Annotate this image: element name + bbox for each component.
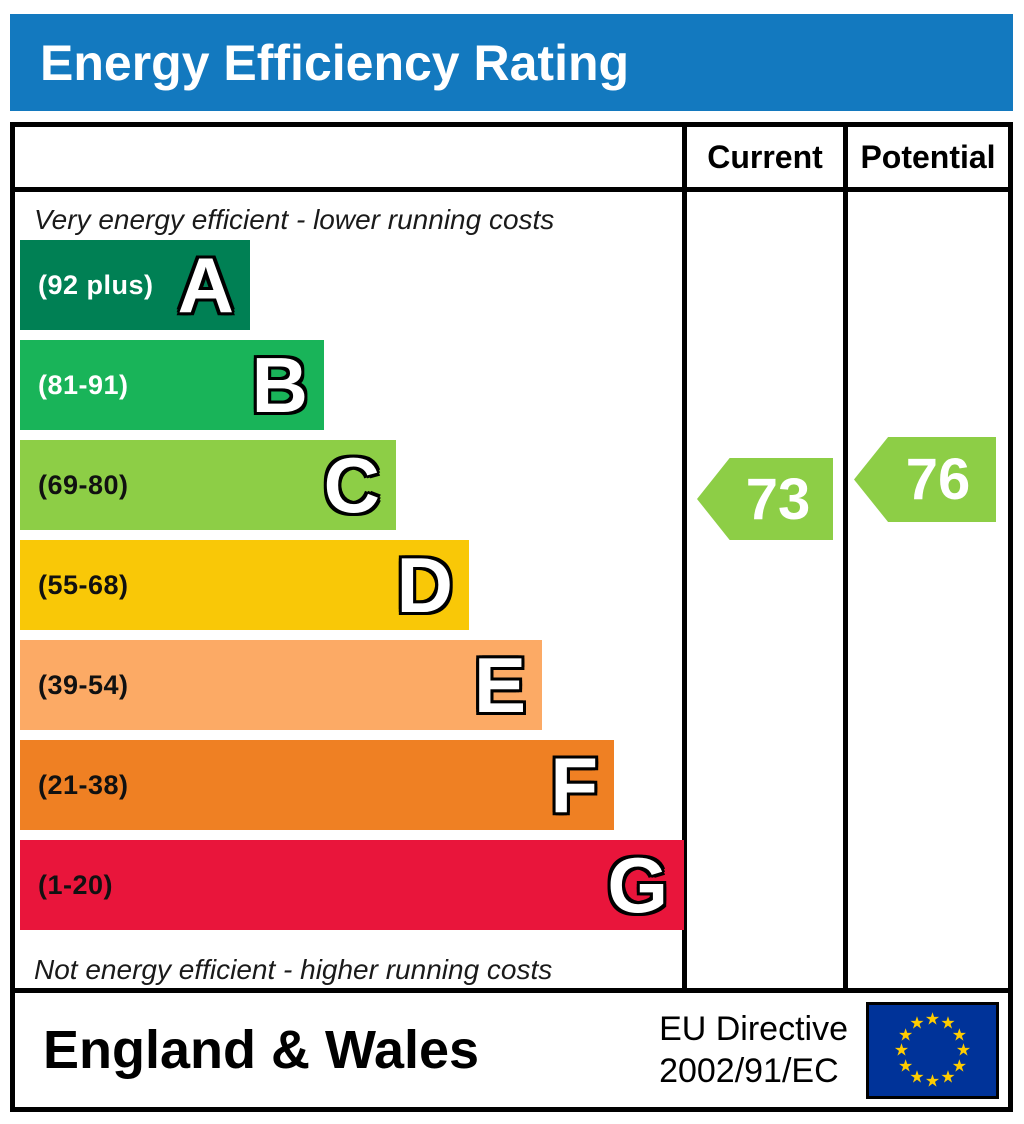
eu-flag-star: ★ xyxy=(924,1009,941,1029)
eu-directive-line2: 2002/91/EC xyxy=(659,1052,839,1090)
eu-flag-star: ★ xyxy=(898,1056,914,1075)
eu-flag-star: ★ xyxy=(955,1040,972,1060)
eu-flag-star: ★ xyxy=(940,1067,956,1087)
band-letter: D xyxy=(396,541,453,629)
header-blank-cell xyxy=(15,127,687,192)
eu-flag-star: ★ xyxy=(898,1025,914,1044)
band-range-label: (92 plus) xyxy=(38,269,154,300)
band-range-label: (1-20) xyxy=(38,869,114,900)
band-letter: F xyxy=(550,741,598,829)
bottom-note: Not energy efficient - higher running co… xyxy=(34,954,553,985)
eu-flag-star: ★ xyxy=(951,1025,967,1044)
band-F: (21-38) F xyxy=(20,740,614,830)
eu-flag-star: ★ xyxy=(951,1056,967,1075)
band-letter: G xyxy=(607,841,668,929)
chart-title-bar: Energy Efficiency Rating xyxy=(10,14,1013,111)
current-rating-value: 73 xyxy=(745,466,811,532)
region-label: England & Wales xyxy=(43,1020,480,1080)
current-column: 73 xyxy=(687,192,848,988)
top-note: Very energy efficient - lower running co… xyxy=(34,204,555,235)
band-letter: A xyxy=(177,241,234,329)
band-letter: C xyxy=(323,441,380,529)
band-D: (55-68) D xyxy=(20,540,469,630)
potential-rating-arrow: 76 xyxy=(854,437,996,522)
band-range-label: (39-54) xyxy=(38,669,129,700)
eu-flag-star: ★ xyxy=(909,1067,925,1087)
eu-flag-star: ★ xyxy=(924,1071,941,1091)
header-current: Current xyxy=(687,127,848,192)
band-range-label: (69-80) xyxy=(38,469,129,500)
band-A: (92 plus) A xyxy=(20,240,250,330)
band-range-label: (21-38) xyxy=(38,769,129,800)
header-potential: Potential xyxy=(848,127,1008,192)
footer-bar: England & Wales EU Directive 2002/91/EC … xyxy=(10,988,1013,1112)
eu-flag-star: ★ xyxy=(909,1013,925,1033)
band-letter: B xyxy=(251,341,308,429)
eu-directive-label: EU Directive 2002/91/EC xyxy=(659,1008,848,1093)
band-G: (1-20) G xyxy=(20,840,684,930)
eu-flag-star: ★ xyxy=(940,1013,956,1033)
potential-rating-value: 76 xyxy=(905,447,971,512)
bands: (92 plus) A (81-91) B (69-80) C (55-68) D (39-54… xyxy=(20,240,684,930)
rating-table: Current Potential Very energy efficient … xyxy=(10,122,1013,993)
band-range-label: (55-68) xyxy=(38,569,129,600)
band-range-label: (81-91) xyxy=(38,369,129,400)
bands-column: Very energy efficient - lower running co… xyxy=(15,192,687,988)
eu-flag-icon: ★ ★ ★ ★ ★ ★ ★ ★ ★ ★ ★ ★ xyxy=(866,1001,999,1099)
band-letter: E xyxy=(473,641,526,729)
band-B: (81-91) B xyxy=(20,340,324,430)
current-rating-arrow: 73 xyxy=(697,458,833,540)
band-E: (39-54) E xyxy=(20,640,542,730)
potential-column: 76 xyxy=(848,192,1008,988)
eu-flag-star: ★ xyxy=(893,1040,910,1060)
eu-directive-line1: EU Directive xyxy=(659,1009,848,1048)
chart-title: Energy Efficiency Rating xyxy=(40,34,630,91)
band-C: (69-80) C xyxy=(20,440,396,530)
